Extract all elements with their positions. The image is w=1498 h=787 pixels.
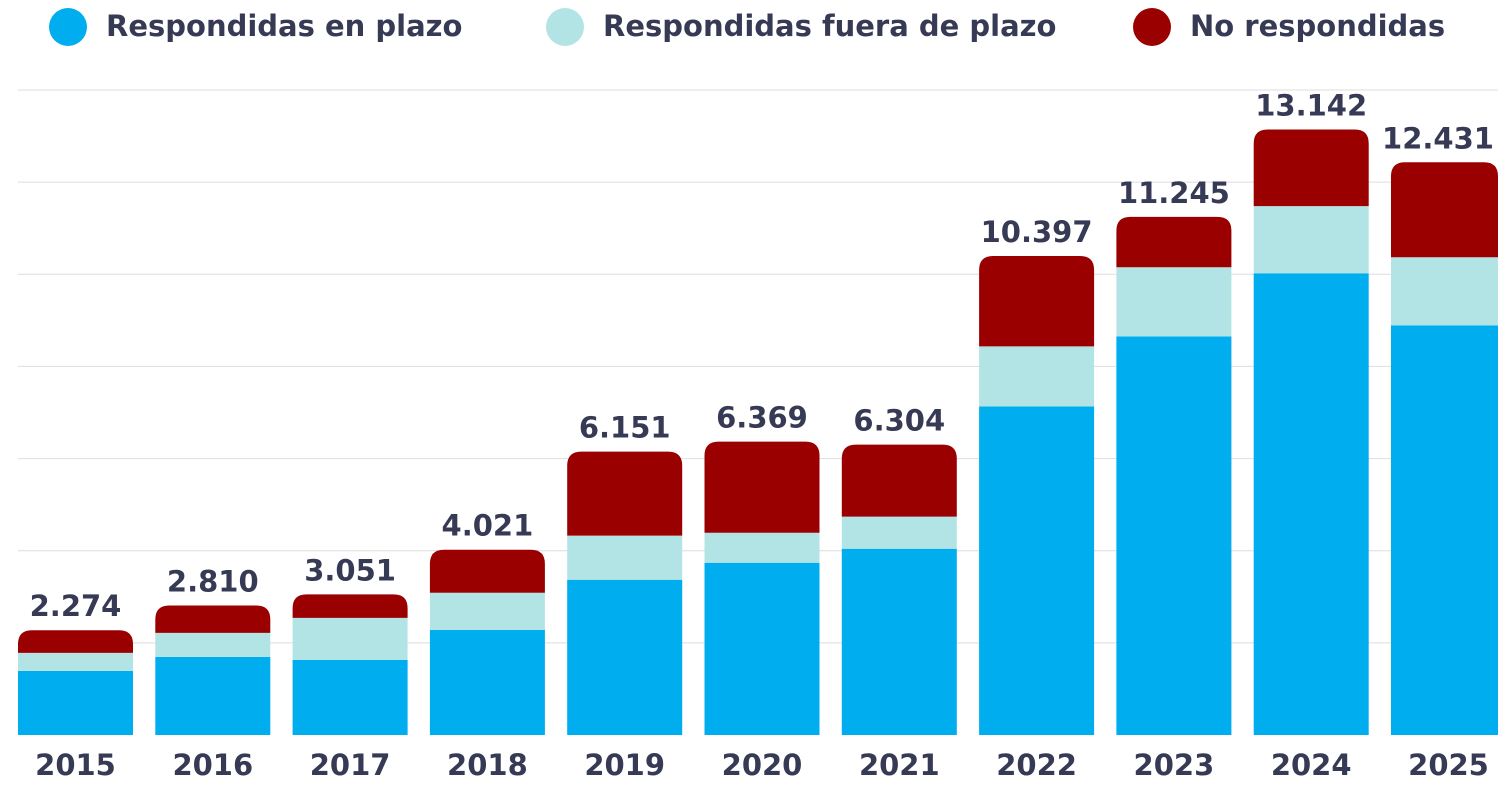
bar-segment [1253,129,1369,207]
legend-label: Respondidas en plazo [106,9,462,43]
legend-swatch [546,8,584,46]
bar-segment [1116,336,1232,735]
bar-segment [704,441,820,533]
total-label: 11.245 [1118,176,1230,210]
total-label: 2.274 [30,589,122,623]
x-tick-label: 2023 [1134,748,1215,782]
x-tick-label: 2019 [584,748,665,782]
bar-segment [979,346,1095,407]
total-label: 6.304 [853,404,945,438]
total-label: 2.810 [167,565,259,599]
x-tick-label: 2022 [996,748,1077,782]
legend-swatch [1133,8,1171,46]
total-label: 6.369 [716,401,808,435]
total-label: 4.021 [442,509,534,543]
x-tick-label: 2024 [1271,748,1352,782]
bar-segment [18,670,133,735]
bar-segment [1391,325,1498,735]
bar-segment [1253,206,1369,274]
bar-segment [429,592,545,630]
bar-segment [704,562,820,735]
bar-segment [292,594,408,618]
bar-segment [841,548,957,735]
bar-segment [567,535,683,580]
x-tick-label: 2021 [859,748,940,782]
bar-segment [1116,267,1232,337]
bar-segment [155,632,271,657]
bar-segment [704,532,820,563]
bar-segment [292,659,408,735]
total-label: 6.151 [579,411,671,445]
bar-segment [979,406,1095,735]
bar-segment [1391,162,1498,258]
bar-segment [979,255,1095,347]
bar-segment [1391,257,1498,326]
bar-segment [841,516,957,549]
total-label: 13.142 [1255,89,1367,123]
legend-label: No respondidas [1190,9,1445,43]
bar-segment [18,630,133,653]
bar-segment [292,617,408,660]
bar-segment [567,451,683,536]
legend-swatch [49,8,87,46]
total-label: 12.431 [1382,121,1494,155]
x-tick-label: 2016 [172,748,253,782]
bar-segment [841,444,957,517]
bar-segment [567,579,683,735]
x-tick-label: 2020 [722,748,803,782]
x-tick-label: 2018 [447,748,528,782]
x-tick-label: 2015 [35,748,116,782]
bar-segment [155,656,271,735]
legend-label: Respondidas fuera de plazo [603,9,1056,43]
bar-segment [429,549,545,593]
total-label: 3.051 [304,553,396,587]
x-tick-label: 2017 [310,748,391,782]
bar-segment [18,652,133,671]
bar-segment [155,605,271,633]
bar-segment [1116,216,1232,268]
bar-segment [429,629,545,735]
bar-segment [1253,273,1369,735]
x-tick-label: 2025 [1408,748,1489,782]
total-label: 10.397 [981,215,1093,249]
